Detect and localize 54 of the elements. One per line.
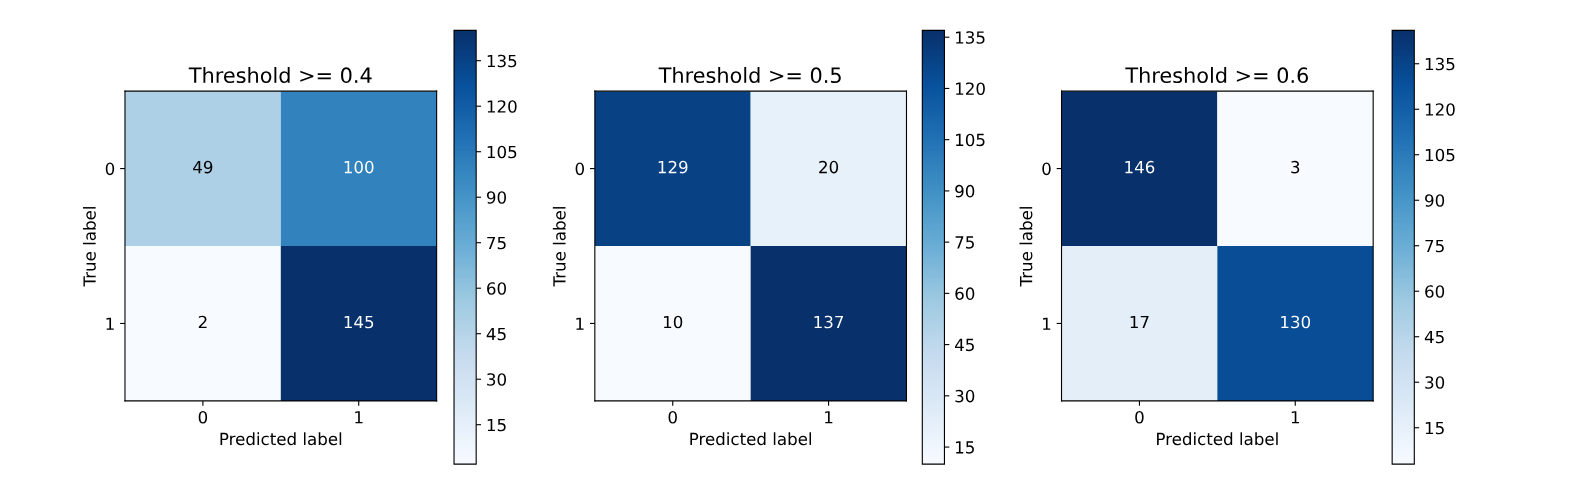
color-bar-label: 30 (487, 373, 507, 386)
data-label: 2 (198, 315, 207, 329)
y-axis-title: True label (82, 207, 96, 287)
data-label: 3 (1291, 160, 1300, 174)
color-bar-label: 15 (487, 418, 506, 432)
color-bar-label: 105 (487, 145, 517, 159)
color-bar-label: 75 (1425, 239, 1444, 253)
y-axis-title: True label (1019, 207, 1033, 287)
color-bar-label: 105 (1425, 148, 1455, 162)
color-bar-label: 120 (487, 100, 517, 113)
data-label: 49 (193, 160, 213, 174)
color-bar-label: 135 (487, 54, 517, 68)
color-bar-label: 90 (486, 191, 507, 204)
x-axis-title: Predicted label (220, 432, 342, 446)
data-label: 20 (819, 160, 839, 174)
color-bar-label: 30 (1425, 376, 1445, 389)
data-label: 145 (344, 315, 374, 329)
x-tick-label: 1 (825, 411, 833, 424)
color-bar-label: 105 (956, 133, 985, 147)
color-bar-label: 135 (1425, 57, 1455, 71)
color-bar-label: 60 (1425, 285, 1445, 298)
x-tick-label: 1 (1291, 411, 1300, 424)
data-label: 129 (658, 160, 688, 174)
x-axis-title: Predicted label (690, 432, 812, 446)
color-bar-label: 30 (955, 389, 975, 403)
chart-title: Threshold >= 0.4 (188, 66, 372, 84)
color-bar-label: 45 (954, 338, 974, 352)
data-label: 137 (814, 315, 844, 329)
data-label: 130 (1281, 315, 1311, 329)
chart-title: Threshold >= 0.6 (1125, 66, 1309, 84)
data-label: 10 (663, 315, 683, 329)
x-tick-label: 0 (198, 410, 208, 424)
color-bar-label: 45 (486, 327, 506, 341)
color-bar-label: 90 (955, 184, 975, 198)
color-bar-label: 75 (955, 236, 974, 249)
color-bar-label: 75 (487, 236, 506, 250)
data-label: 17 (1130, 315, 1149, 329)
color-bar-label: 15 (956, 441, 974, 454)
x-axis-title: Predicted label (1157, 432, 1278, 446)
color-bar-label: 15 (1425, 421, 1444, 435)
color-bar-label: 90 (1425, 194, 1445, 207)
x-tick-label: 0 (668, 410, 677, 424)
color-bar-label: 135 (956, 31, 985, 44)
chart-title: Threshold >= 0.5 (658, 66, 841, 84)
y-axis-title: True label (552, 207, 566, 287)
color-bar-label: 60 (955, 287, 975, 300)
color-bar-label: 60 (487, 282, 507, 295)
x-tick-label: 1 (355, 411, 363, 424)
color-bar-label: 45 (1424, 330, 1444, 344)
data-label: 100 (344, 160, 374, 174)
color-bar-label: 120 (1425, 103, 1455, 116)
data-label: 146 (1125, 160, 1155, 174)
color-bar-label: 120 (956, 82, 985, 96)
x-tick-label: 0 (1135, 410, 1144, 424)
